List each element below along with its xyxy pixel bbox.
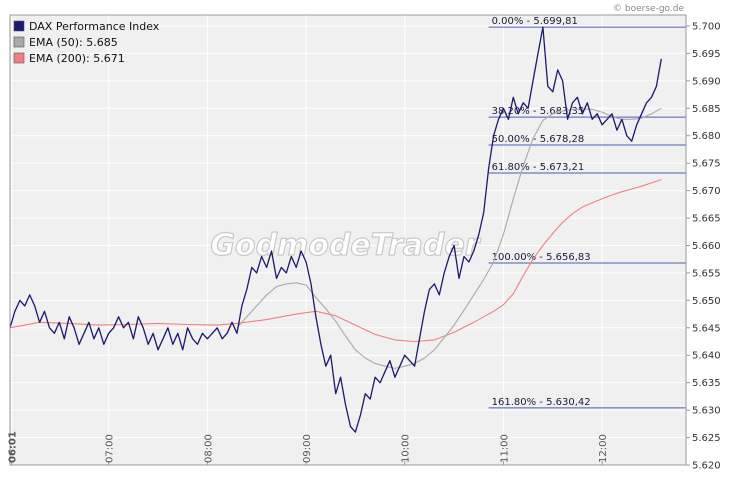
ema200-line xyxy=(9,179,662,343)
legend-entry: DAX Performance Index xyxy=(29,20,160,33)
x-axis: 06:01 07:00 08:00 09:00 10:00 11:00 12:00 xyxy=(8,431,609,465)
x-tick-label: 11:00 xyxy=(499,434,510,463)
y-tick-label: 5.700 xyxy=(692,21,721,32)
y-tick-label: 5.675 xyxy=(692,159,721,170)
y-tick-label: 5.695 xyxy=(692,49,721,60)
x-tick-label: 08:00 xyxy=(203,434,214,463)
y-tick-label: 5.655 xyxy=(692,268,721,279)
fib-level-label: 50.00% - 5.678,28 xyxy=(492,134,585,145)
y-tick-label: 5.650 xyxy=(692,296,721,307)
y-tick-label: 5.620 xyxy=(692,461,721,472)
y-tick-label: 5.660 xyxy=(692,241,721,252)
y-tick-label: 5.670 xyxy=(692,186,721,197)
x-tick-label: 09:00 xyxy=(302,434,313,463)
x-tick-label: 10:00 xyxy=(401,434,412,463)
legend: DAX Performance Index EMA (50): 5.685 EMA … xyxy=(13,20,160,65)
fib-level-label: 100.00% - 5.656,83 xyxy=(492,252,591,263)
y-tick-label: 5.645 xyxy=(692,323,721,334)
y-tick-label: 5.685 xyxy=(692,104,721,115)
fibonacci-levels: 0.00% - 5.699,81 38.20% - 5.683,35 50.00% … xyxy=(488,16,686,409)
legend-swatch xyxy=(13,36,25,48)
x-tick-label: 06:01 xyxy=(8,431,19,463)
plot-background xyxy=(10,15,686,465)
y-tick-label: 5.640 xyxy=(692,351,721,362)
y-tick-label: 5.690 xyxy=(692,76,721,87)
legend-swatch xyxy=(13,20,25,32)
x-tick-label: 12:00 xyxy=(598,434,609,463)
series xyxy=(9,26,662,433)
y-tick-label: 5.630 xyxy=(692,406,721,417)
y-axis: 5.620 5.625 5.630 5.635 5.640 5.645 5.650 5.655… xyxy=(686,21,721,472)
x-tick-label: 07:00 xyxy=(105,434,116,463)
source-label: © boerse-go.de xyxy=(613,4,684,14)
fib-level-label: 61.80% - 5.673,21 xyxy=(492,162,585,173)
y-tick-label: 5.665 xyxy=(692,214,721,225)
y-tick-label: 5.635 xyxy=(692,378,721,389)
legend-entry: EMA (50): 5.685 xyxy=(29,36,118,49)
dax-price-line xyxy=(9,26,662,433)
y-tick-label: 5.680 xyxy=(692,131,721,142)
legend-entry: EMA (200): 5.671 xyxy=(29,52,125,65)
grid xyxy=(10,15,686,466)
plot-frame xyxy=(9,14,687,466)
fib-level-label: 38.20% - 5.683,35 xyxy=(492,106,585,117)
legend-swatch xyxy=(13,52,25,64)
fib-level-label: 161.80% - 5.630,42 xyxy=(492,397,591,408)
y-tick-label: 5.625 xyxy=(692,433,721,444)
ema50-line xyxy=(236,107,662,369)
watermark: GodmodeTrader xyxy=(210,228,481,263)
fib-level-label: 0.00% - 5.699,81 xyxy=(492,16,578,27)
